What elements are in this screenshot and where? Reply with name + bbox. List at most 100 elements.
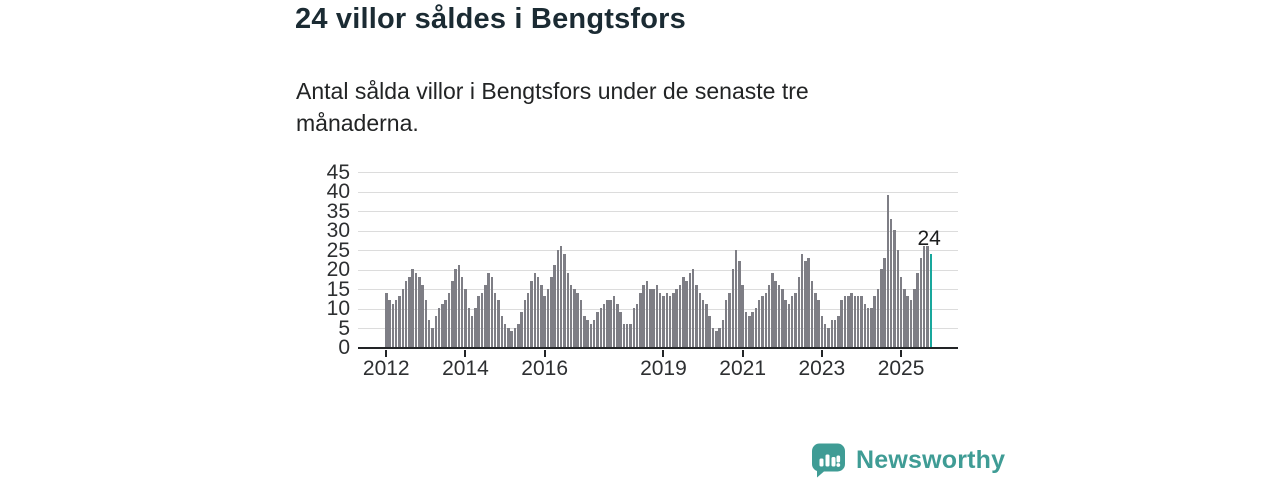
bar: [926, 245, 929, 347]
bar: [437, 308, 441, 347]
bar: [724, 300, 728, 347]
x-tick-label: 2025: [877, 357, 925, 380]
bar: [794, 292, 797, 347]
bar: [886, 195, 890, 347]
bar: [556, 249, 560, 347]
bar: [507, 327, 510, 347]
bar: [391, 304, 395, 347]
x-tick-label: 2016: [521, 357, 568, 380]
bar: [622, 323, 626, 347]
page-title: 24 villor såldes i Bengtsfors: [295, 3, 686, 35]
x-tick-label: 2014: [442, 357, 489, 380]
bar: [767, 284, 771, 347]
bar: [447, 292, 451, 347]
bar: [827, 327, 830, 347]
bar: [718, 327, 721, 347]
bar: [731, 269, 734, 347]
chart-subtitle: Antal sålda villor i Bengtsfors under de…: [296, 78, 809, 136]
bar: [658, 292, 662, 347]
gridline: [358, 250, 958, 252]
bar: [744, 312, 748, 347]
gridline: [358, 172, 958, 174]
x-axis-tick: [385, 350, 388, 357]
bar: [493, 292, 497, 347]
value-annotation: 24: [917, 226, 941, 250]
bar: [698, 292, 701, 347]
bar: [856, 296, 860, 347]
bar: [889, 218, 893, 347]
bar: [774, 280, 777, 347]
bar: [454, 269, 457, 347]
bar: [711, 327, 715, 347]
bar: [497, 300, 500, 347]
bar: [850, 292, 853, 347]
bar: [404, 280, 408, 347]
bar: [899, 276, 903, 347]
bar: [639, 292, 642, 347]
newsworthy-logo-icon: [812, 443, 845, 478]
bar: [761, 296, 764, 347]
bar: [876, 288, 880, 347]
bar: [880, 269, 883, 347]
x-axis-tick: [662, 350, 665, 357]
bar: [777, 284, 781, 347]
bar: [823, 323, 827, 347]
bar: [523, 300, 527, 347]
bar: [563, 253, 566, 347]
bar: [431, 327, 434, 347]
x-axis-tick: [464, 350, 467, 357]
bar: [609, 300, 612, 347]
y-tick-label: 0: [338, 336, 350, 359]
y-tick-label: 35: [326, 199, 350, 223]
bar: [441, 304, 444, 347]
bar: [470, 315, 474, 347]
bar: [685, 280, 688, 347]
bar: [721, 319, 725, 347]
bar: [427, 319, 431, 347]
bar: [411, 269, 414, 347]
bar: [477, 296, 480, 347]
bar: [612, 296, 616, 347]
bar: [586, 319, 589, 347]
bar: [444, 300, 447, 347]
y-tick-label: 15: [326, 277, 350, 301]
bar: [655, 284, 659, 347]
bar: [451, 280, 454, 347]
y-tick-label: 25: [326, 238, 350, 262]
gridline: [358, 269, 958, 271]
bar: [896, 249, 899, 347]
bar: [695, 284, 698, 347]
bar: [414, 273, 418, 347]
y-tick-label: 30: [326, 219, 350, 243]
bar: [705, 304, 708, 347]
bar: [748, 315, 751, 347]
bar: [866, 308, 870, 347]
bar: [421, 284, 424, 347]
gridline: [358, 211, 958, 213]
bar: [464, 288, 467, 347]
brand-name: Newsworthy: [856, 445, 1006, 474]
bar: [619, 312, 622, 347]
bar: [781, 288, 784, 347]
bar: [418, 276, 421, 347]
bar: [589, 323, 593, 347]
bar: [903, 288, 906, 347]
bar: [408, 276, 411, 347]
bar: [606, 300, 609, 347]
bar: [863, 304, 866, 347]
bar: [616, 304, 619, 347]
x-tick-label: 2019: [640, 357, 687, 380]
bar: [840, 300, 843, 347]
highlighted-bar: [929, 253, 932, 347]
bar: [401, 288, 404, 347]
bar: [830, 319, 833, 347]
bar: [807, 257, 810, 347]
bar: [675, 288, 678, 347]
bar: [490, 276, 494, 347]
bar: [424, 300, 428, 347]
bar: [734, 249, 738, 347]
bar: [751, 312, 754, 347]
y-tick-label: 45: [326, 160, 350, 184]
bar: [649, 288, 652, 347]
